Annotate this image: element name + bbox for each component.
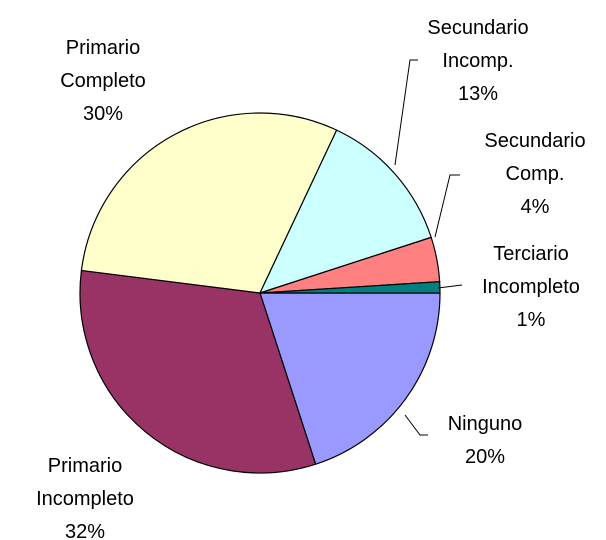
- slice-percent: 20%: [465, 446, 505, 468]
- slice-label: Ninguno: [448, 413, 523, 435]
- slice-label: Secundario Incomp.: [427, 17, 528, 72]
- pie-slice: [80, 112, 338, 294]
- slice-percent: 13%: [458, 83, 498, 105]
- slice-percent: 32%: [65, 521, 105, 540]
- pie-slice: [79, 269, 317, 474]
- pie-slice: [259, 292, 441, 465]
- slice-percent: 1%: [517, 309, 546, 331]
- slice-label: Primario Incompleto: [36, 455, 134, 510]
- leader-line: [434, 174, 460, 238]
- slice-label: Terciario Incompleto: [482, 243, 580, 298]
- pie-slice: [258, 129, 432, 294]
- slice-label: Primario Completo: [60, 37, 146, 92]
- leader-line: [437, 284, 463, 289]
- slice-label: Secundario Comp.: [484, 130, 585, 185]
- slice-percent: 4%: [521, 196, 550, 218]
- slice-percent: 30%: [83, 103, 123, 125]
- leader-line: [404, 414, 428, 436]
- leader-line: [394, 59, 418, 166]
